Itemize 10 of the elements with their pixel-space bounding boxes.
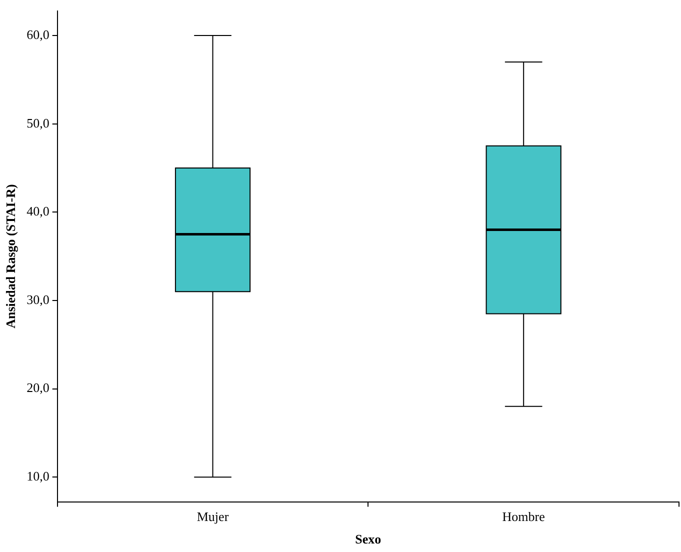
y-tick-label: 60,0	[26, 26, 50, 42]
y-tick-label: 50,0	[26, 115, 50, 130]
y-tick-label: 40,0	[26, 204, 50, 219]
x-tick-label: Hombre	[502, 509, 546, 524]
y-tick-label: 10,0	[26, 468, 50, 484]
x-tick-label: Mujer	[196, 509, 230, 524]
y-tick-label: 30,0	[26, 292, 50, 307]
y-axis-title: Ansiedad Rasgo (STAI-R)	[3, 184, 18, 328]
y-tick-label: 20,0	[26, 380, 50, 396]
x-axis-title: Sexo	[355, 532, 382, 547]
